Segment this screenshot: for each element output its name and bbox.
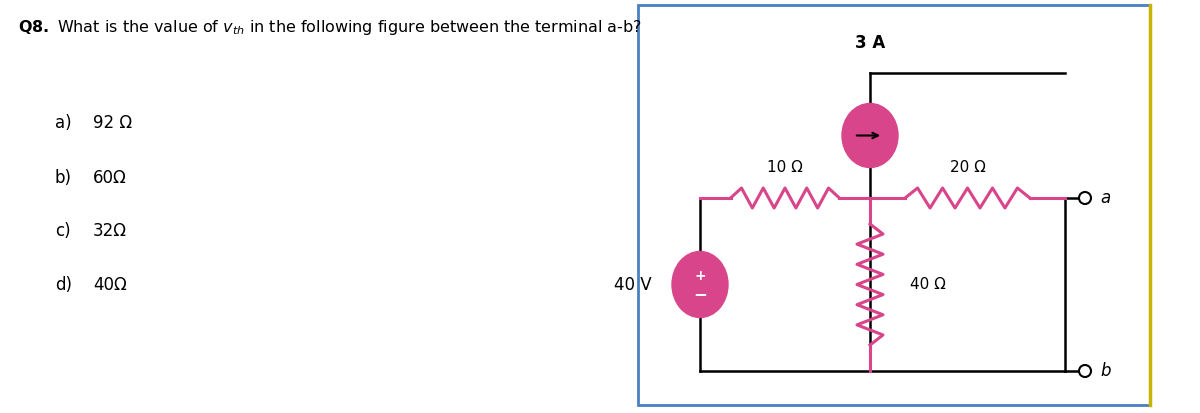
Circle shape [1079,192,1091,204]
Text: 60Ω: 60Ω [94,169,127,187]
Text: 10 Ω: 10 Ω [767,161,803,176]
Text: b: b [1100,362,1110,380]
Text: 92 Ω: 92 Ω [94,114,132,132]
Text: 3 A: 3 A [854,34,886,52]
Ellipse shape [672,252,728,318]
Text: b): b) [55,169,72,187]
Circle shape [1079,365,1091,377]
Text: 40 Ω: 40 Ω [910,277,946,292]
Text: c): c) [55,222,71,240]
Text: −: − [694,285,707,304]
Bar [638,5,1150,405]
Ellipse shape [842,104,898,168]
Text: 32Ω: 32Ω [94,222,127,240]
Text: +: + [694,268,706,282]
Text: 40 V: 40 V [614,275,652,294]
Text: 20 Ω: 20 Ω [949,161,985,176]
Text: $\mathbf{Q8.}$ What is the value of $v_{th}$ in the following figure between the: $\mathbf{Q8.}$ What is the value of $v_{… [18,18,642,37]
Text: d): d) [55,276,72,294]
Text: 40Ω: 40Ω [94,276,127,294]
Text: a: a [1100,189,1110,207]
Text: a): a) [55,114,72,132]
